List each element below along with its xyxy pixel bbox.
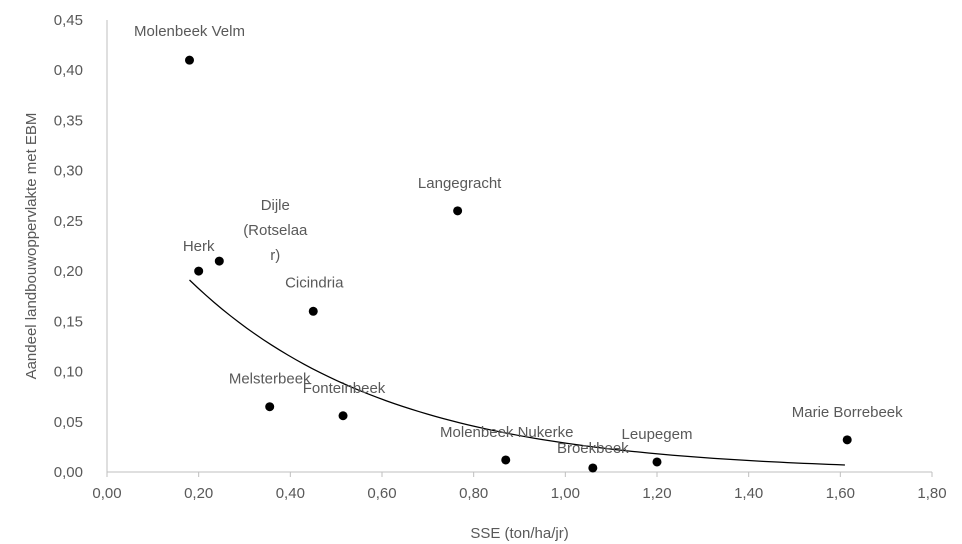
- point-label: Fonteinbeek: [303, 380, 386, 397]
- point-label: Leupegem: [622, 426, 693, 443]
- y-tick-label: 0,05: [54, 414, 83, 431]
- data-point: [185, 55, 194, 65]
- x-tick-label: 0,00: [92, 485, 121, 502]
- point-label: Langegracht: [418, 175, 502, 192]
- y-tick-label: 0,20: [54, 263, 83, 280]
- y-axis: 0,00 0,05 0,10 0,15 0,20 0,25 0,30 0,35 0,40 0,45: [54, 12, 108, 481]
- x-tick-label: 1,00: [551, 485, 580, 502]
- data-point: [588, 463, 598, 473]
- point-label: Dijle: [261, 197, 290, 214]
- y-tick-label: 0,10: [54, 364, 83, 381]
- point-label: Herk: [183, 238, 215, 255]
- x-tick-label: 0,40: [276, 485, 305, 502]
- data-point: [652, 457, 662, 467]
- point-label: Broekbeek: [557, 440, 629, 457]
- data-point: [265, 402, 275, 412]
- x-tick-label: 1,20: [642, 485, 671, 502]
- data-point: [453, 206, 463, 216]
- y-tick-label: 0,15: [54, 313, 83, 330]
- data-point: [308, 306, 318, 316]
- y-tick-label: 0,35: [54, 112, 83, 129]
- points-group: [185, 55, 852, 473]
- x-axis-title: SSE (ton/ha/jr): [470, 525, 568, 542]
- point-label: Cicindria: [285, 274, 344, 291]
- point-label: Molenbeek Velm: [134, 23, 245, 40]
- point-labels-group: Molenbeek Velm Herk Dijle (Rotselaa r) Cicind…: [134, 23, 903, 457]
- point-label: (Rotselaa: [243, 222, 308, 239]
- x-axis: 0,00 0,20 0,40 0,60 0,80 1,00 1,20 1,40 1,60 1,80: [92, 471, 947, 502]
- x-tick-label: 0,80: [459, 485, 488, 502]
- y-tick-label: 0,30: [54, 163, 83, 180]
- trendline-group: [189, 279, 845, 466]
- x-tick-label: 1,80: [917, 485, 946, 502]
- data-point: [338, 411, 348, 421]
- x-tick-label: 1,60: [826, 485, 855, 502]
- point-label: Marie Borrebeek: [792, 404, 903, 421]
- y-tick-label: 0,45: [54, 12, 83, 29]
- y-tick-label: 0,00: [54, 464, 83, 481]
- trendline: [189, 279, 845, 466]
- x-tick-label: 1,40: [734, 485, 763, 502]
- point-label: r): [270, 247, 280, 264]
- data-point: [842, 435, 852, 445]
- data-point: [214, 256, 224, 266]
- point-label: Molenbeek Nukerke: [440, 424, 573, 441]
- y-axis-title: Aandeel landbouwoppervlakte met EBM: [23, 113, 40, 380]
- y-tick-label: 0,40: [54, 62, 83, 79]
- x-tick-label: 0,60: [367, 485, 396, 502]
- y-tick-label: 0,25: [54, 213, 83, 230]
- data-point: [501, 455, 511, 465]
- point-label: Melsterbeek: [229, 371, 311, 388]
- x-tick-label: 0,20: [184, 485, 213, 502]
- data-point: [194, 266, 204, 276]
